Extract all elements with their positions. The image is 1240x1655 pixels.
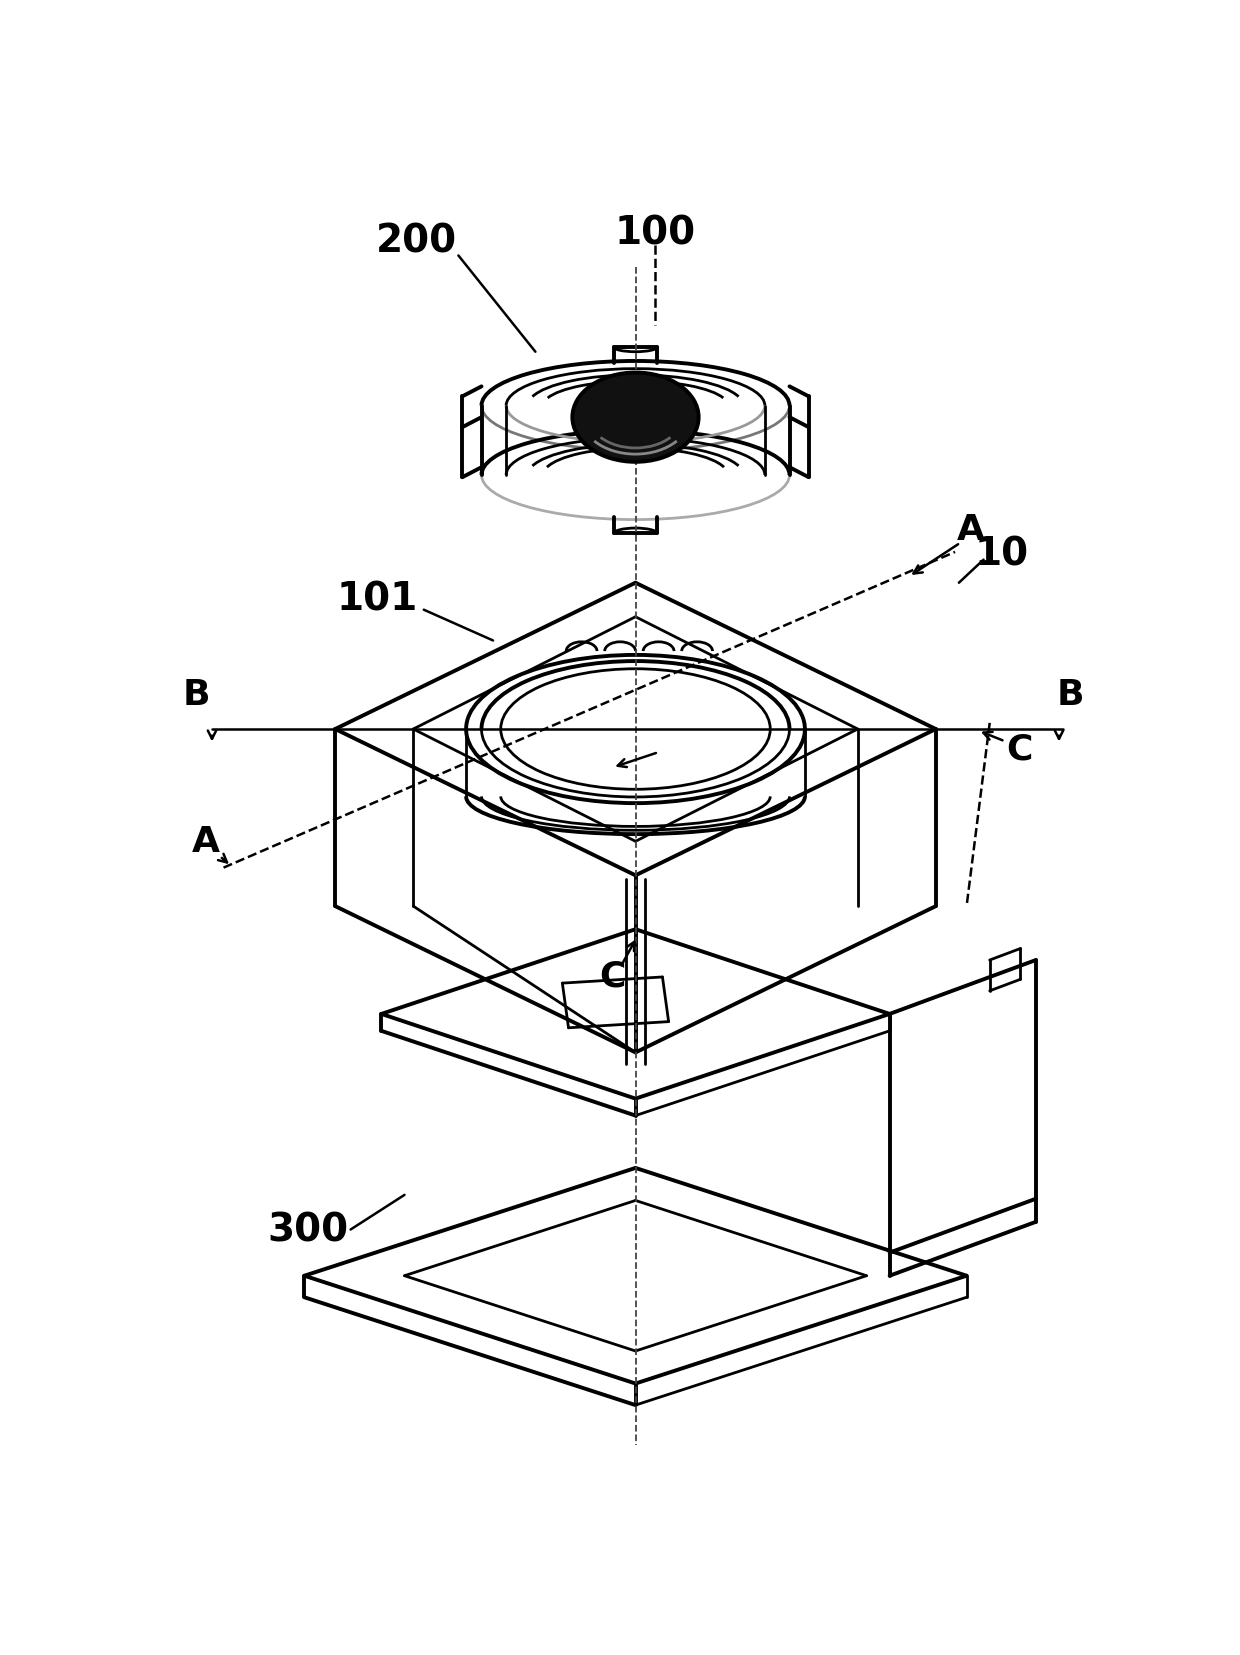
Text: 300: 300 bbox=[268, 1211, 348, 1250]
Text: B: B bbox=[1056, 679, 1084, 712]
Text: B: B bbox=[182, 679, 211, 712]
Text: 10: 10 bbox=[975, 535, 1028, 573]
Text: A: A bbox=[192, 824, 219, 859]
Text: 100: 100 bbox=[614, 213, 696, 252]
Text: C: C bbox=[1006, 732, 1032, 766]
Text: C: C bbox=[599, 958, 626, 993]
Text: 101: 101 bbox=[337, 579, 418, 617]
Text: A: A bbox=[956, 513, 985, 546]
Ellipse shape bbox=[573, 374, 698, 462]
Text: 200: 200 bbox=[376, 222, 456, 260]
